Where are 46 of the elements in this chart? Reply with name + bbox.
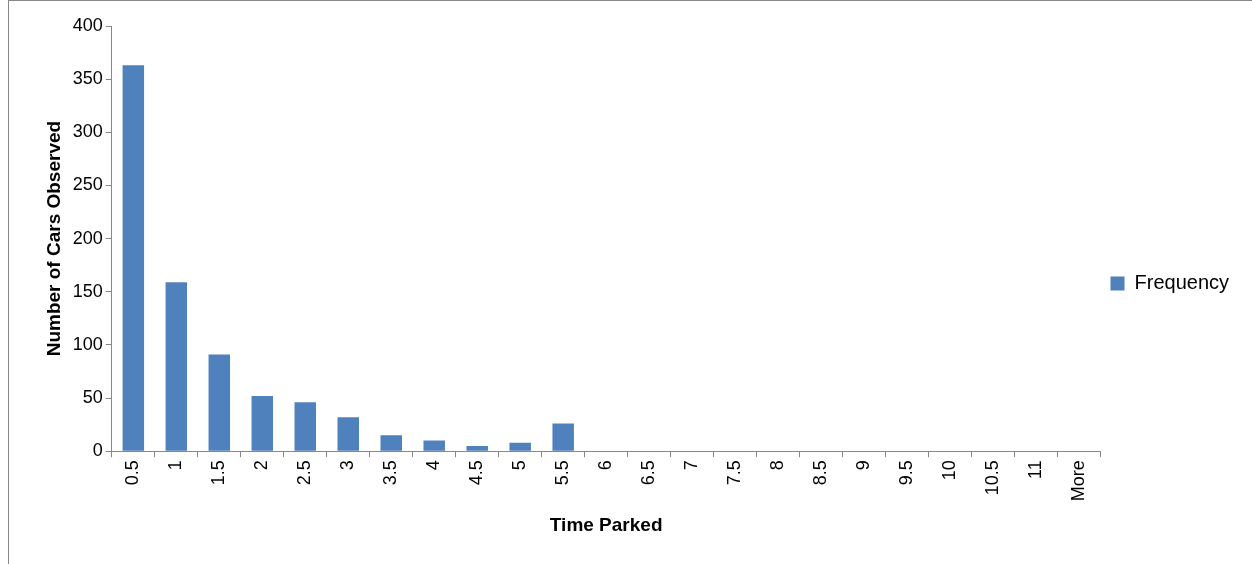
y-tick-label: 200 — [72, 227, 103, 248]
x-tick-label: 6 — [595, 460, 616, 471]
x-tick-label: 8 — [767, 460, 788, 471]
bar — [208, 354, 231, 451]
x-tick-label: 9 — [853, 460, 874, 471]
x-tick-label: 10 — [939, 460, 960, 481]
x-tick-label: 4 — [423, 460, 444, 471]
y-tick-label: 150 — [72, 280, 103, 301]
x-tick-label: 2.5 — [294, 460, 315, 486]
x-axis-title: Time Parked — [549, 513, 663, 535]
bar — [552, 423, 574, 451]
x-tick-label: More — [1067, 460, 1088, 502]
y-tick-label: 400 — [72, 14, 103, 35]
x-tick-label: 3.5 — [380, 460, 401, 486]
y-tick-label: 350 — [72, 68, 103, 89]
y-tick-label: 100 — [72, 333, 103, 354]
bar — [423, 440, 445, 451]
x-tick-label: 11 — [1025, 460, 1045, 479]
x-tick-label: 2 — [251, 460, 272, 471]
x-tick-label: 7 — [681, 460, 702, 471]
legend-label: Frequency — [1134, 271, 1230, 294]
y-tick-label: 250 — [72, 174, 103, 195]
x-tick-label: 3 — [337, 460, 358, 471]
bar — [337, 417, 359, 451]
bar — [165, 282, 188, 451]
x-tick-label: 9.5 — [896, 460, 917, 486]
x-tick-label: 6.5 — [638, 460, 659, 486]
y-tick-label: 300 — [72, 121, 103, 142]
bar — [294, 402, 317, 451]
bar — [380, 435, 402, 451]
y-axis-title: Number of Cars Observed — [42, 120, 64, 357]
x-tick-label: 0.5 — [122, 460, 143, 486]
x-tick-label: 5.5 — [552, 460, 573, 486]
x-tick-label: 1 — [165, 460, 186, 471]
x-tick-label: 7.5 — [724, 460, 745, 486]
bar — [251, 395, 274, 451]
x-tick-label: 8.5 — [810, 460, 831, 486]
x-tick-label: 1.5 — [208, 460, 229, 486]
bar — [122, 65, 145, 451]
x-tick-label: 10.5 — [982, 460, 1003, 496]
bar — [509, 442, 531, 451]
y-tick-label: 50 — [82, 387, 103, 408]
x-tick-label: 4.5 — [466, 460, 487, 486]
x-tick-label: 5 — [509, 460, 530, 471]
y-tick-label: 0 — [92, 440, 103, 461]
bar — [466, 445, 488, 451]
